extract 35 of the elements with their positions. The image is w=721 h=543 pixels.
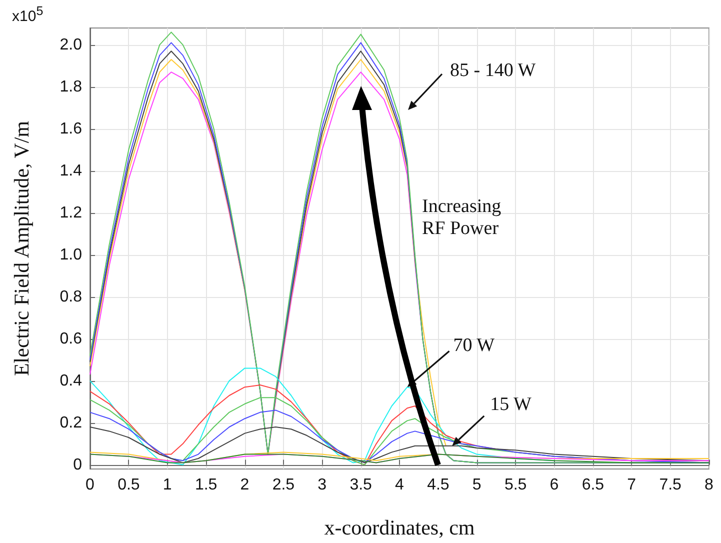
x-tick-label: 1 [162,476,172,494]
x-tick-label: 6.5 [582,476,604,494]
annotation: 70 W [453,335,495,357]
y-tick-label: 1.6 [60,120,82,138]
y-tick-label: 1.8 [60,78,82,96]
y-tick-label: 1.0 [60,246,82,264]
x-tick-label: 5 [472,476,482,494]
x-tick-label: 6 [550,476,559,494]
y-tick-label: 0 [73,456,82,474]
x-tick-label: 3.5 [350,476,372,494]
x-tick-label: 8 [704,476,714,494]
y-tick-label: 1.2 [60,204,82,222]
x-tick-label: 4.5 [427,476,450,494]
x-tick-label: 7 [627,476,636,494]
x-axis-title: x-coordinates, cm [324,516,475,540]
annotation: 15 W [490,394,532,416]
x-tick-label: 7.5 [659,476,682,494]
y-tick-label: 1.4 [60,162,82,180]
text: x10$^{5}$ [12,4,44,26]
x-tick-label: 2.5 [272,476,295,494]
annotation: 85 - 140 W [450,60,536,82]
x-tick-label: 4 [395,476,404,494]
x-tick-label: 0 [86,476,95,494]
x-tick-label: 1.5 [194,476,218,494]
x-tick-label: 0.5 [118,476,140,494]
x-tick-label: 3 [318,476,327,494]
x-tick-label: 2 [240,476,250,494]
x-tick-label: 5.5 [504,476,527,494]
annotation: Increasing RF Power [422,196,502,240]
y-tick-label: 0.4 [60,372,82,390]
y-tick-label: 0.6 [60,330,82,348]
y-tick-label: 2.0 [60,36,82,54]
y-tick-label: 0.2 [60,414,82,432]
y-tick-label: 0.8 [60,288,82,306]
y-axis-title: Electric Field Amplitude, V/m [10,120,34,376]
